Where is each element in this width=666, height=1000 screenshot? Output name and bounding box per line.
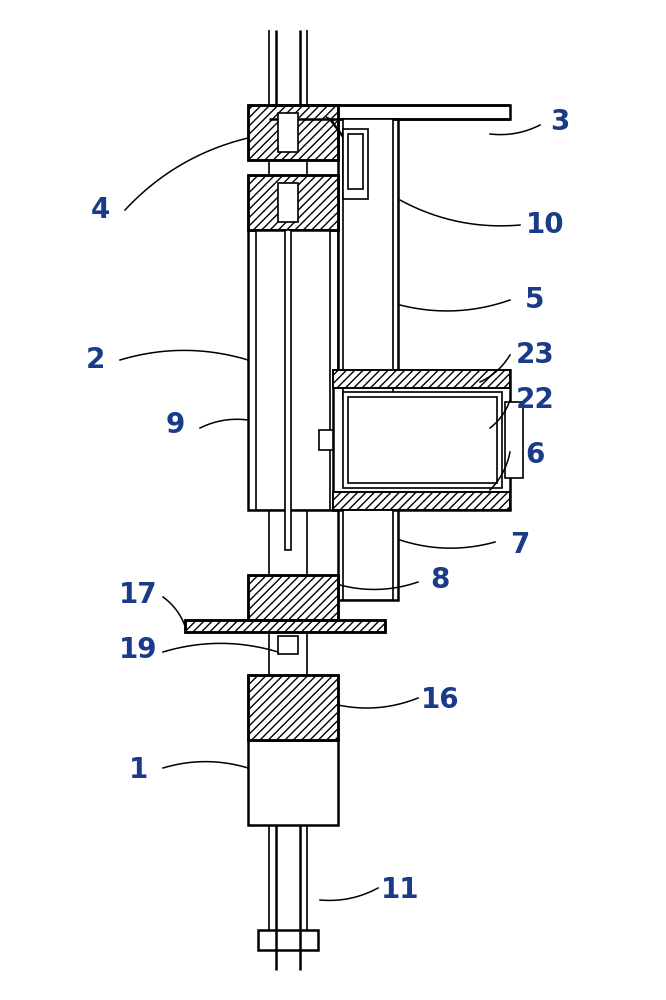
Text: 2: 2 — [85, 346, 105, 374]
Text: 17: 17 — [119, 581, 157, 609]
Bar — [248, 105, 338, 160]
Text: 8: 8 — [430, 566, 450, 594]
Bar — [248, 175, 338, 230]
Bar — [348, 397, 497, 483]
Bar — [348, 134, 363, 189]
Text: 19: 19 — [119, 636, 157, 664]
Bar — [338, 119, 398, 400]
Text: 7: 7 — [510, 531, 529, 559]
Bar — [278, 183, 298, 222]
Bar — [319, 430, 333, 450]
Bar — [248, 230, 338, 510]
Text: 11: 11 — [381, 876, 420, 904]
Text: 10: 10 — [525, 211, 564, 239]
Bar — [248, 675, 338, 740]
Text: 16: 16 — [421, 686, 460, 714]
Bar — [285, 230, 291, 550]
Bar — [343, 510, 393, 600]
Bar — [333, 370, 510, 388]
Text: 5: 5 — [525, 286, 545, 314]
Bar — [248, 675, 338, 740]
Bar — [333, 370, 510, 388]
Bar — [505, 402, 523, 478]
Text: 4: 4 — [91, 196, 110, 224]
Bar — [185, 620, 385, 632]
Bar — [269, 105, 510, 119]
Bar — [343, 119, 393, 400]
Bar — [333, 492, 510, 510]
Text: 6: 6 — [525, 441, 545, 469]
Bar — [343, 129, 368, 199]
Text: 1: 1 — [129, 756, 148, 784]
Text: 3: 3 — [550, 108, 569, 136]
Bar — [248, 175, 338, 230]
Bar — [278, 636, 298, 654]
Bar — [333, 370, 510, 510]
Text: 23: 23 — [515, 341, 554, 369]
Bar — [338, 510, 398, 600]
Bar — [248, 105, 338, 160]
Bar — [248, 740, 338, 825]
Bar — [333, 492, 510, 510]
Text: 22: 22 — [515, 386, 554, 414]
Bar — [248, 575, 338, 620]
Bar — [248, 575, 338, 620]
Bar — [343, 392, 502, 488]
Text: 9: 9 — [165, 411, 184, 439]
Bar — [278, 113, 298, 152]
Bar — [185, 620, 385, 632]
Bar — [256, 230, 330, 510]
Bar — [258, 930, 318, 950]
